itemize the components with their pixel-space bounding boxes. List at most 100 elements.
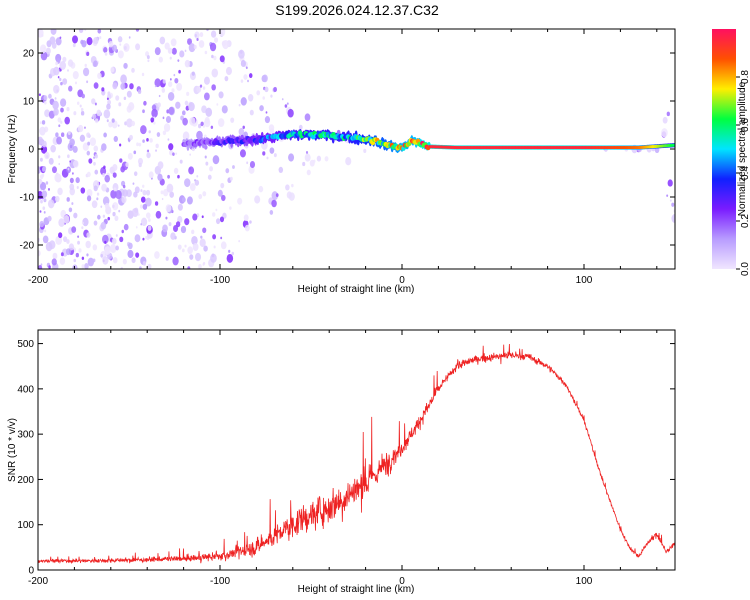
- spectrogram-noise-blob: [145, 235, 148, 240]
- spectrogram-noise-blob: [112, 211, 116, 217]
- snr-x-tick-label: 0: [399, 576, 405, 587]
- spectrogram-noise-blob: [202, 191, 207, 197]
- spectrogram-noise-blob: [123, 223, 129, 231]
- spectrogram-noise-blob: [78, 248, 82, 253]
- spectrogram-noise-blob: [115, 234, 118, 237]
- spectrogram-noise-blob: [201, 105, 207, 114]
- spectrogram-noise-blob: [96, 192, 100, 196]
- spectrogram-noise-blob: [42, 165, 47, 172]
- spectrogram-noise-blob: [76, 101, 80, 105]
- spectrogram-noise-blob: [142, 203, 148, 210]
- spectrogram-noise-blob: [207, 174, 212, 180]
- spectrogram-noise-blob: [80, 107, 84, 112]
- spectrogram-noise-blob: [155, 143, 159, 149]
- spectrogram-noise-blob: [168, 222, 172, 227]
- spectrogram-noise-blob: [194, 252, 202, 262]
- spectrogram-noise-blob: [178, 69, 181, 74]
- spectrogram-noise-blob: [43, 95, 48, 101]
- spectrogram-noise-blob: [50, 29, 57, 35]
- spectrogram-noise-blob: [53, 84, 60, 94]
- spectrogram-noise-blob: [184, 49, 187, 53]
- spectrogram-noise-blob: [240, 97, 247, 106]
- snr-x-label: Height of straight line (km): [298, 584, 415, 595]
- spectrogram-noise-blob: [170, 38, 177, 47]
- spectrogram-noise-blob: [128, 102, 135, 111]
- spectrogram-noise-blob: [224, 76, 229, 82]
- spectrogram-noise-blob: [243, 214, 249, 222]
- spectrogram-noise-blob: [86, 188, 93, 198]
- spectrogram-noise-blob: [129, 134, 133, 141]
- spectrogram-noise-blob: [132, 182, 135, 185]
- spectrogram-noise-blob: [41, 140, 47, 148]
- spectrogram-noise-blob: [298, 124, 303, 130]
- spectrogram-noise-blob: [46, 155, 49, 159]
- spectrogram-noise-blob: [199, 238, 206, 248]
- spectrogram-noise-blob: [212, 212, 216, 217]
- spectrogram-noise-blob: [184, 59, 191, 68]
- snr-y-tick-label: 100: [17, 520, 34, 531]
- spectrogram-noise-blob: [238, 103, 241, 107]
- spectrogram-noise-blob: [196, 130, 203, 140]
- spectrogram-noise-blob: [69, 183, 75, 191]
- spectrogram-noise-blob: [666, 194, 669, 197]
- snr-y-tick-label: 500: [17, 339, 34, 350]
- spectrogram-noise-blob: [69, 144, 73, 149]
- spectrogram-noise-blob: [84, 29, 87, 32]
- spectrogram-noise-blob: [44, 100, 47, 105]
- spectrogram-noise-blob: [104, 202, 110, 210]
- spectrogram-noise-blob: [169, 149, 174, 156]
- spectrogram-noise-blob: [38, 178, 43, 185]
- spectrogram-noise-blob: [67, 59, 74, 67]
- spectrogram-noise-blob: [169, 78, 172, 81]
- spectrogram-noise-blob: [187, 38, 192, 45]
- snr-x-tick-label: 100: [576, 576, 593, 587]
- spectrogram-noise-blob: [77, 124, 84, 133]
- spectrogram-noise-blob: [133, 191, 138, 198]
- spectrogram-noise-blob: [63, 236, 68, 243]
- spectrogram-noise-blob: [143, 100, 147, 106]
- spectrogram-noise-blob: [172, 256, 179, 266]
- spectrogram-noise-blob: [161, 197, 164, 201]
- spectrogram-noise-blob: [264, 86, 269, 93]
- spectrogram-noise-blob: [191, 229, 195, 235]
- spectrogram-noise-blob: [140, 125, 147, 135]
- spectrogram-noise-blob: [122, 189, 128, 197]
- spectrogram-noise-blob: [184, 100, 189, 106]
- spectrogram-noise-blob: [59, 77, 62, 82]
- spectrogram-noise-blob: [165, 204, 172, 213]
- spectrogram-noise-blob: [268, 124, 275, 132]
- spectrogram-noise-blob: [100, 205, 103, 208]
- spectrogram-noise-blob: [281, 98, 284, 101]
- spectrogram-noise-blob: [137, 157, 143, 165]
- spectrogram-noise-blob: [59, 36, 62, 40]
- spectrogram-noise-blob: [671, 202, 675, 207]
- spectrogram-noise-blob: [81, 93, 85, 99]
- spectrogram-noise-blob: [666, 111, 670, 117]
- spectrogram-noise-blob: [82, 217, 89, 227]
- spectrogram-noise-blob: [62, 78, 68, 85]
- spectrogram-cells: [38, 29, 675, 269]
- spectrogram-noise-blob: [194, 34, 197, 38]
- spectrogram-noise-blob: [58, 155, 61, 159]
- spectrogram-noise-blob: [97, 72, 102, 80]
- spectrogram-noise-blob: [238, 127, 245, 136]
- spectrogram-noise-blob: [60, 132, 65, 138]
- spectrogram-noise-blob: [162, 116, 165, 120]
- spectrogram-noise-blob: [148, 130, 151, 134]
- spectrogram-noise-blob: [71, 202, 74, 205]
- spectrogram-noise-blob: [60, 107, 64, 113]
- spectrogram-noise-blob: [213, 245, 216, 249]
- spectrogram-noise-blob: [206, 29, 209, 32]
- spectrogram-noise-blob: [212, 256, 215, 260]
- spectrogram-noise-blob: [127, 242, 133, 250]
- spectrogram-noise-blob: [220, 236, 223, 240]
- spectrogram-noise-blob: [169, 191, 175, 198]
- spectrogram-noise-blob: [82, 67, 90, 77]
- spectrogram-noise-blob: [200, 235, 203, 239]
- spectrogram-noise-blob: [205, 107, 213, 117]
- spectrogram-noise-blob: [288, 192, 295, 201]
- spectrogram-noise-blob: [93, 156, 95, 159]
- spectrogram-noise-blob: [79, 104, 82, 108]
- spectrogram-noise-blob: [51, 258, 57, 266]
- spectrogram-noise-blob: [41, 190, 48, 198]
